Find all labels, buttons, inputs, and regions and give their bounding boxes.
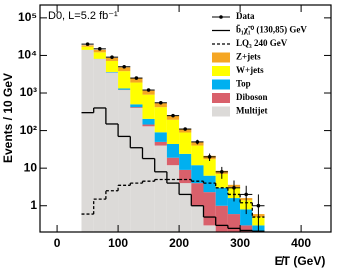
stack-segment [154,107,167,133]
stack-segment [154,141,167,146]
data-point [85,42,90,46]
legend-swatch [212,106,230,117]
legend-swatch [212,93,230,103]
stack-segment [154,145,167,232]
stack-segment [240,209,253,226]
stack-segment [166,115,180,120]
data-point [244,192,249,197]
data-point [219,170,224,174]
plot-area [81,42,265,233]
stack-segment [93,49,106,53]
stack-segment [118,90,131,232]
data-point [232,186,236,190]
stack-segment [203,159,216,176]
stack-segment [240,225,253,232]
y-tick-label: 10³ [20,85,37,99]
stack-segment [215,187,228,206]
stack-segment [130,82,143,105]
plot-frame [39,4,332,233]
stack-segment [142,126,155,232]
legend-data-marker [219,15,223,19]
stack-segment [227,214,241,232]
stack-segment [118,67,131,72]
stack-segment [154,132,167,142]
x-tick-label: 0 [54,236,61,250]
stack-segment [130,107,143,232]
legend-label: b̃₁χ̃₁⁰ (130,85) GeV [236,24,307,35]
y-axis-title: Events / 10 GeV [1,73,15,163]
stack-segment [81,45,94,47]
x-axis-title: E̸T (GeV) [275,254,326,268]
stack-segment [81,46,94,50]
stack-segment [166,157,180,166]
data-point [97,47,102,51]
stack-segment [142,94,155,119]
data-point [122,64,126,69]
stack-segment [203,175,216,193]
stack-segment [130,104,143,108]
y-tick-label: 1 [30,198,37,212]
stack-segment [179,132,192,154]
legend-label: LQ₃ 240 GeV [236,38,288,48]
x-tick-label: 300 [230,236,250,250]
y-tick-label: 10⁵ [18,10,37,24]
stack-segment [81,49,94,233]
data-point [256,203,261,208]
stack-segment [142,124,155,127]
stack-segment [179,153,192,170]
stack-segment [93,52,106,59]
y-tick-label: 10² [20,123,37,137]
x-tick-label: 100 [108,236,128,250]
y-tick-label: 10 [24,160,38,174]
y-tick-label: 10⁴ [18,48,37,62]
legend-swatch [212,66,230,76]
data-point [146,88,151,92]
legend-label: W+jets [236,65,264,75]
stack-segment [191,205,204,232]
stack-segment [215,173,228,188]
legend-swatch [212,52,230,63]
data-point [171,113,175,118]
stack-segment [215,205,228,232]
stack-segment [105,57,119,61]
data-point [183,127,187,131]
stack-segment [118,88,131,90]
stack-segment [166,165,180,232]
stack-segment [154,103,167,108]
data-point [158,100,163,105]
stack-segment [130,107,143,108]
stack-segment [142,118,155,125]
stack-segment [191,165,204,184]
stack-segment [179,183,192,232]
x-tick-label: 200 [169,236,189,250]
data-point [207,155,212,159]
stack-segment [93,59,106,232]
stack-segment [166,143,180,158]
stack-segment [105,72,119,232]
stack-segment [227,198,241,215]
data-point [134,76,139,80]
legend-label: Diboson [236,92,268,102]
x-tick-label: 400 [291,236,311,250]
stack-segment [142,90,155,95]
legend-label: Data [236,11,255,21]
data-point [110,55,114,59]
stack-segment [203,192,216,226]
annotation: D0, L=5.2 fb⁻¹ [48,10,118,22]
stack-segment [179,169,192,184]
legend-label: Z+jets [236,52,261,62]
stack-segment [118,71,131,89]
stack-segment [191,183,204,206]
stack-segment [203,225,216,232]
legend-swatch [212,79,230,90]
stack-segment [130,78,143,83]
stack-segment [166,119,180,144]
data-point [195,140,200,144]
legend-label: Multijet [236,106,268,116]
stack-segment [191,145,204,166]
legend-label: Top [236,79,251,89]
stack-segment [105,60,119,72]
